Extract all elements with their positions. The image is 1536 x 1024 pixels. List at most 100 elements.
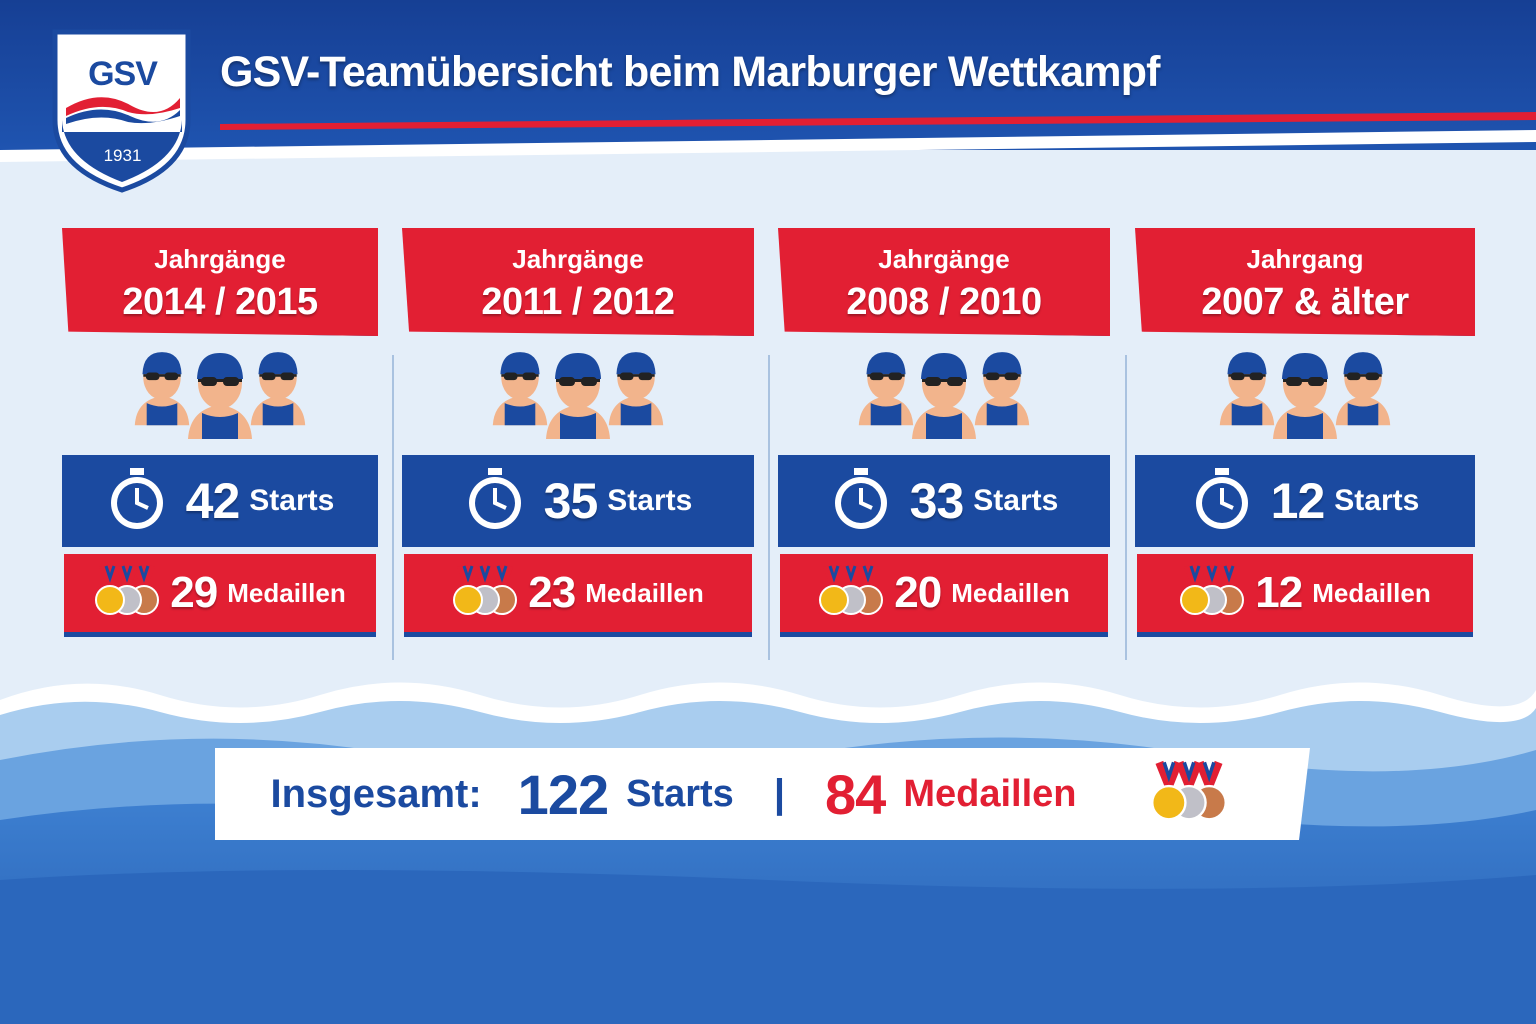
stopwatch-icon	[1191, 466, 1253, 537]
stopwatch-icon	[464, 466, 526, 537]
starts-bar: 12 Starts	[1135, 455, 1475, 547]
starts-count: 42	[185, 473, 241, 529]
icon-shape	[921, 353, 967, 379]
medal-icon	[1124, 760, 1254, 829]
icon-shape	[1203, 761, 1217, 782]
group-years: 2007 & älter	[1201, 281, 1409, 323]
logo-year: 1931	[103, 146, 142, 165]
medals-count: 12	[1255, 568, 1303, 617]
medal-icon	[818, 564, 884, 623]
icon-shape	[1223, 565, 1235, 583]
icon-shape	[197, 353, 243, 379]
icon-shape	[220, 112, 1536, 130]
icon-shape	[819, 564, 884, 615]
icon-shape	[983, 374, 1021, 377]
icon-shape	[819, 584, 850, 615]
icon-shape	[1287, 413, 1323, 439]
icon-shape	[862, 565, 874, 583]
medal-icon	[94, 564, 160, 623]
medals-label: Medaillen	[951, 577, 1070, 608]
icon-shape	[138, 565, 150, 583]
divider	[1125, 355, 1127, 660]
group-header: Jahrgänge 2008 / 2010	[778, 228, 1110, 336]
medals-bar: 29 Medaillen	[64, 554, 376, 632]
group-header: Jahrgänge 2011 / 2012	[402, 228, 754, 336]
icon-shape	[1151, 760, 1228, 820]
icon-shape	[1335, 352, 1391, 426]
medals-count: 23	[528, 568, 576, 617]
group-years: 2011 / 2012	[481, 281, 675, 323]
icon-shape	[974, 352, 1030, 426]
icon-shape	[546, 353, 610, 439]
icon-shape	[104, 565, 116, 583]
total-starts: 122	[517, 762, 609, 826]
icon-shape	[870, 403, 902, 426]
separator: |	[773, 771, 786, 816]
icon-shape	[62, 120, 182, 182]
icon-shape	[501, 374, 539, 377]
icon-shape	[1227, 352, 1267, 375]
icon-shape	[982, 352, 1022, 375]
medals-label: Medaillen	[227, 577, 346, 608]
icon-shape	[1283, 379, 1327, 382]
starts-label: Starts	[1334, 484, 1420, 517]
icon-shape	[142, 352, 182, 375]
icon-shape	[66, 97, 180, 116]
icon-shape	[258, 352, 298, 375]
icon-shape	[834, 467, 887, 529]
icon-shape	[617, 374, 655, 377]
icon-shape	[556, 379, 600, 382]
icon-shape	[496, 565, 508, 583]
medals-label: Medaillen	[585, 577, 704, 608]
starts-count: 35	[543, 473, 599, 529]
icon-shape	[492, 352, 664, 439]
icon-shape	[1180, 564, 1245, 615]
icon-shape	[121, 565, 133, 583]
group-years: 2014 / 2015	[122, 281, 318, 323]
group-label: Jahrgänge	[512, 244, 644, 274]
icon-shape	[1162, 761, 1176, 782]
icon-shape	[1347, 403, 1379, 426]
icon-shape	[1343, 352, 1383, 375]
icon-shape	[608, 352, 664, 426]
swimmers-icon	[844, 345, 1044, 450]
icon-shape	[926, 413, 962, 439]
icon-shape	[912, 353, 976, 439]
swimmers-icon	[1205, 345, 1405, 450]
medal-icon	[452, 564, 518, 623]
icon-shape	[1189, 565, 1201, 583]
group-label: Jahrgänge	[878, 244, 1010, 274]
swimmers-icon	[120, 345, 320, 450]
icon-shape	[262, 403, 294, 426]
starts-label: Starts	[607, 484, 693, 517]
icon-shape	[198, 379, 242, 382]
total-medals-label: Medaillen	[903, 772, 1077, 815]
icon-shape	[560, 413, 596, 439]
icon-shape	[555, 353, 601, 379]
icon-shape	[616, 352, 656, 375]
icon-shape	[0, 130, 1536, 162]
icon-shape	[146, 403, 178, 426]
icon-shape	[858, 487, 873, 510]
stopwatch-icon	[830, 466, 892, 537]
starts-bar: 42 Starts	[62, 455, 378, 547]
group-header: Jahrgänge 2014 / 2015	[62, 228, 378, 336]
total-medals: 84	[825, 762, 886, 826]
icon-shape	[134, 352, 190, 426]
total-label: Insgesamt:	[270, 771, 482, 816]
starts-count: 12	[1270, 473, 1326, 529]
icon-shape	[453, 584, 484, 615]
icon-shape	[250, 352, 306, 426]
icon-shape	[134, 352, 306, 439]
icon-shape	[95, 564, 160, 615]
divider	[392, 355, 394, 660]
icon-shape	[1219, 352, 1275, 426]
icon-shape	[1183, 761, 1196, 782]
icon-shape	[858, 352, 914, 426]
medals-count: 20	[894, 568, 942, 617]
medals-bar: 20 Medaillen	[780, 554, 1108, 632]
starts-label: Starts	[249, 484, 335, 517]
medals-bar: 12 Medaillen	[1137, 554, 1473, 632]
